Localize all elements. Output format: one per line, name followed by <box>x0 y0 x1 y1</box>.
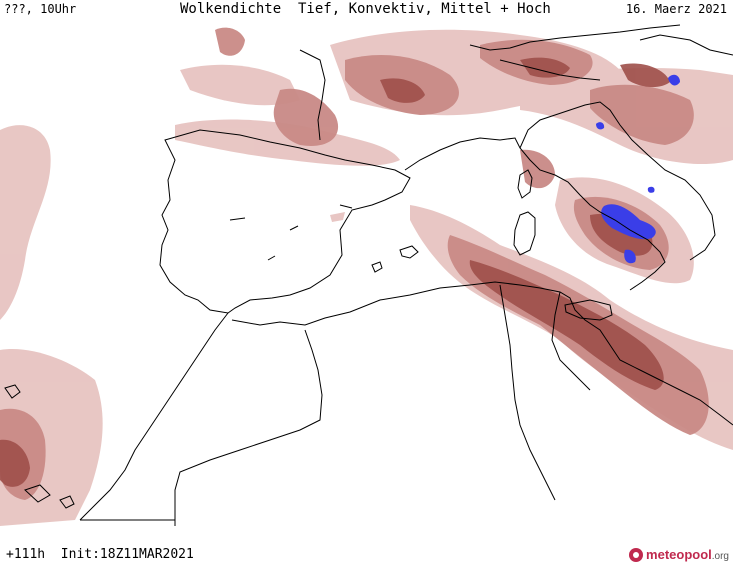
meteopool-link[interactable]: meteopool.org <box>629 547 729 562</box>
meteopool-logo-icon <box>629 547 644 562</box>
forecast-time-label: ???, 10Uhr <box>4 2 77 16</box>
forecast-date: 16. Maerz 2021 <box>625 2 727 16</box>
precipitation-layer <box>596 74 680 264</box>
cloud-density-map <box>0 20 733 526</box>
cloud-layer-dense <box>0 57 670 487</box>
brand-text: meteopool.org <box>646 547 729 562</box>
coastlines-and-borders <box>4 24 733 526</box>
map-title: Wolkendichte Tief, Konvektiv, Mittel + H… <box>180 1 551 17</box>
brand-suffix: .org <box>711 551 729 562</box>
brand-name-part1: meteo <box>646 547 685 562</box>
brand-name-part2: pool <box>684 547 712 562</box>
model-run-info: +111h Init:18Z11MAR2021 <box>6 547 194 562</box>
